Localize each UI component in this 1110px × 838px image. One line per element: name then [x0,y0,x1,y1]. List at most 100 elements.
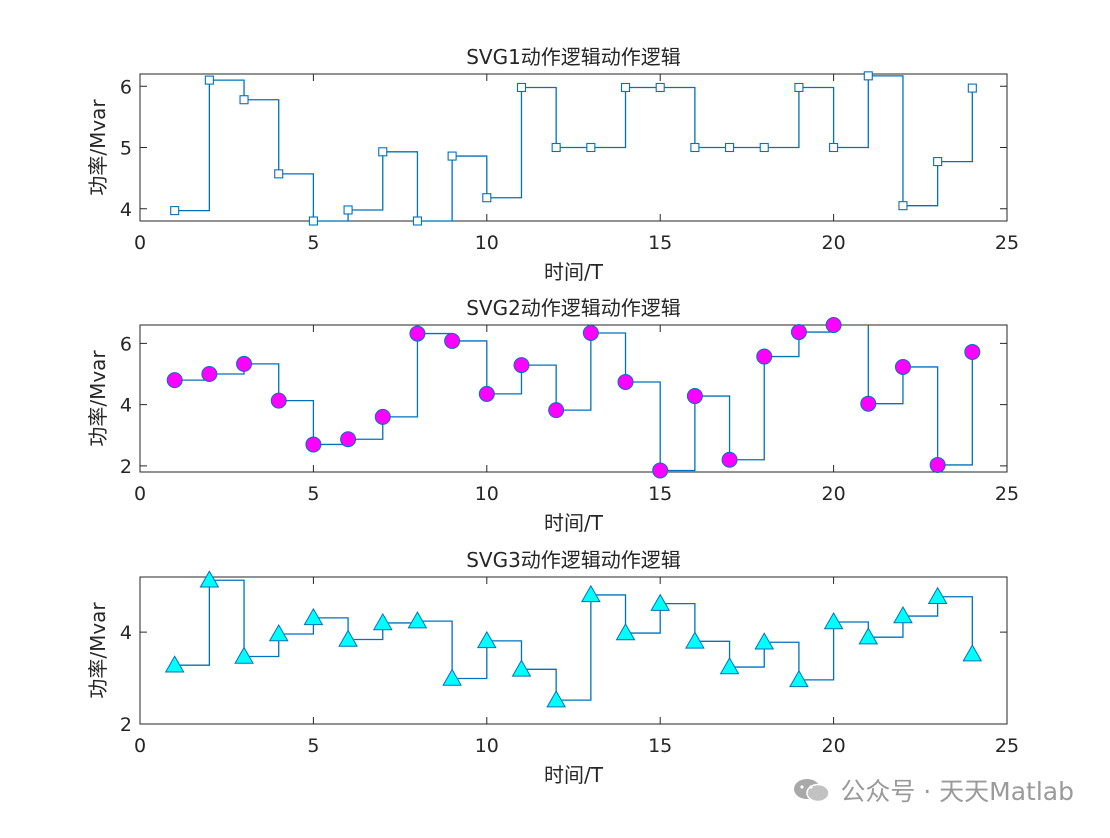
data-point-square [967,83,977,93]
data-point-circle [686,388,703,405]
data-point-triangle [303,607,324,626]
data-point-circle [582,324,599,341]
data-point-square [586,142,596,153]
x-tick-label: 15 [648,735,672,757]
data-point-square [343,205,353,215]
data-point-square [794,82,804,93]
watermark: 公众号 · 天天Matlab [792,772,1074,808]
data-point-triangle [546,690,567,708]
y-tick-label: 6 [120,333,132,355]
series-stairs-line [174,325,973,472]
subplot-svg2: SVG2动作逻辑动作逻辑 时间/T 功率/Mvar 0 5 10 15 20 25 2 4 6 [86,296,1019,535]
data-point-circle [652,462,669,479]
data-point-triangle [719,657,740,675]
data-point-triangle [685,631,705,649]
x-tick-label: 15 [648,483,672,505]
data-point-circle [340,431,357,448]
data-point-triangle [234,646,254,664]
data-point-triangle [962,644,983,662]
x-tick-label: 20 [822,483,846,505]
y-tick-label: 5 [120,138,132,160]
y-axis-label: 功率/Mvar [86,99,110,196]
x-tick-label: 10 [475,735,499,757]
x-tick-label: 10 [475,483,499,505]
subplot-svg1: SVG1动作逻辑动作逻辑 时间/T 功率/Mvar 0 5 10 15 20 25 4 5 6 [86,45,1019,284]
data-point-square [933,157,943,167]
data-point-circle [929,456,946,473]
data-point-circle [409,325,426,342]
data-point-square [655,82,665,93]
x-tick-label: 5 [307,483,319,505]
data-point-square [829,142,839,153]
data-point-square [690,142,700,153]
data-point-triangle [615,623,636,641]
data-point-circle [201,366,218,382]
data-point-circle [444,332,461,349]
x-tick-label: 25 [995,735,1019,757]
data-point-circle [756,348,773,365]
axes-box [139,324,1008,473]
y-tick-label: 4 [120,395,132,417]
data-point-triangle [372,612,393,631]
x-tick-label: 25 [995,483,1019,505]
data-point-triangle [893,606,913,624]
x-tick-label: 20 [822,232,846,254]
data-point-circle [894,358,911,375]
x-tick-label: 20 [822,735,846,757]
chart-title: SVG1动作逻辑动作逻辑 [466,45,681,69]
data-point-circle [964,343,981,360]
y-axis-label: 功率/Mvar [86,602,110,699]
data-point-square [898,201,908,211]
data-point-square [482,193,492,203]
x-axis-label: 时间/T [544,763,604,787]
data-point-square [239,95,249,105]
y-tick-label: 4 [120,199,132,221]
data-point-square [308,216,318,226]
data-point-triangle [650,593,671,611]
y-tick-label: 6 [120,76,132,98]
data-point-circle [374,408,391,425]
x-tick-label: 0 [134,483,146,505]
data-point-square [204,75,214,85]
data-point-circle [236,355,253,372]
data-point-triangle [580,584,601,603]
data-point-triangle [823,612,844,630]
x-tick-label: 25 [995,232,1019,254]
chart-title: SVG2动作逻辑动作逻辑 [466,296,681,320]
data-point-square [759,142,769,153]
data-point-circle [617,373,634,390]
subplot-svg3: SVG3动作逻辑动作逻辑 时间/T 功率/Mvar 0 5 10 15 20 25 2 4 [86,548,1019,787]
data-point-square [863,71,873,81]
data-point-circle [860,395,877,412]
data-point-square [516,82,527,93]
data-point-circle [166,372,183,389]
x-axis-label: 时间/T [544,511,604,535]
data-point-square [412,216,422,226]
x-tick-label: 0 [134,232,146,254]
wechat-icon [792,777,832,803]
x-tick-label: 0 [134,735,146,757]
data-point-circle [270,392,287,409]
data-point-triangle [511,659,532,677]
data-point-triangle [164,655,185,673]
y-axis-label: 功率/Mvar [86,350,110,447]
series-stairs-line [174,579,973,701]
data-point-circle [721,451,738,468]
data-point-square [274,169,284,179]
x-axis-label: 时间/T [544,260,604,284]
data-point-circle [548,402,565,419]
data-point-triangle [858,627,879,645]
series-stairs-line [174,75,973,221]
watermark-text: 公众号 · 天天Matlab [840,777,1074,806]
data-point-circle [478,385,495,402]
x-tick-label: 10 [475,232,499,254]
data-point-circle [513,357,530,374]
data-point-triangle [927,586,948,605]
y-tick-label: 2 [120,456,132,478]
chart-title: SVG3动作逻辑动作逻辑 [466,548,681,572]
data-point-circle [305,436,322,453]
data-point-triangle [268,623,289,642]
y-tick-label: 2 [120,714,132,736]
data-point-square [378,147,388,157]
